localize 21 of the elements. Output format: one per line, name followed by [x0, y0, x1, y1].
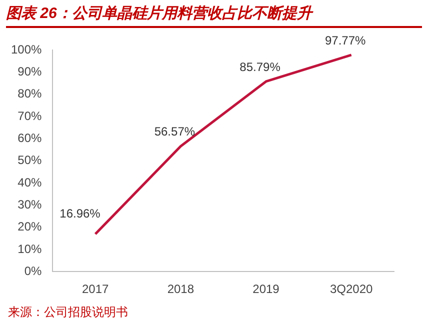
y-tick-label: 60% [18, 130, 42, 145]
y-tick-label: 20% [18, 220, 42, 234]
y-tick-label: 40% [18, 175, 42, 190]
source-note: 来源：公司招股说明书 [8, 304, 129, 321]
chart-title: 图表 26：公司单晶硅片用料营收占比不断提升 [6, 4, 422, 28]
x-tick-label: 2017 [82, 282, 110, 296]
y-tick-label: 80% [18, 86, 42, 101]
y-tick-label: 100% [10, 42, 42, 56]
y-tick-label: 10% [18, 242, 42, 256]
data-label: 85.79% [240, 60, 281, 74]
x-tick-label: 2019 [252, 282, 280, 296]
y-tick-label: 50% [18, 153, 42, 168]
x-tick-label: 2018 [167, 282, 194, 296]
data-label: 56.57% [154, 124, 196, 139]
y-tick-label: 30% [18, 197, 42, 212]
data-label: 97.77% [324, 33, 366, 48]
y-tick-label: 70% [18, 108, 42, 123]
y-tick-label: 0% [24, 264, 42, 278]
x-tick-label: 3Q2020 [330, 282, 374, 296]
data-label: 16.96% [60, 206, 101, 220]
y-tick-label: 90% [18, 64, 42, 78]
